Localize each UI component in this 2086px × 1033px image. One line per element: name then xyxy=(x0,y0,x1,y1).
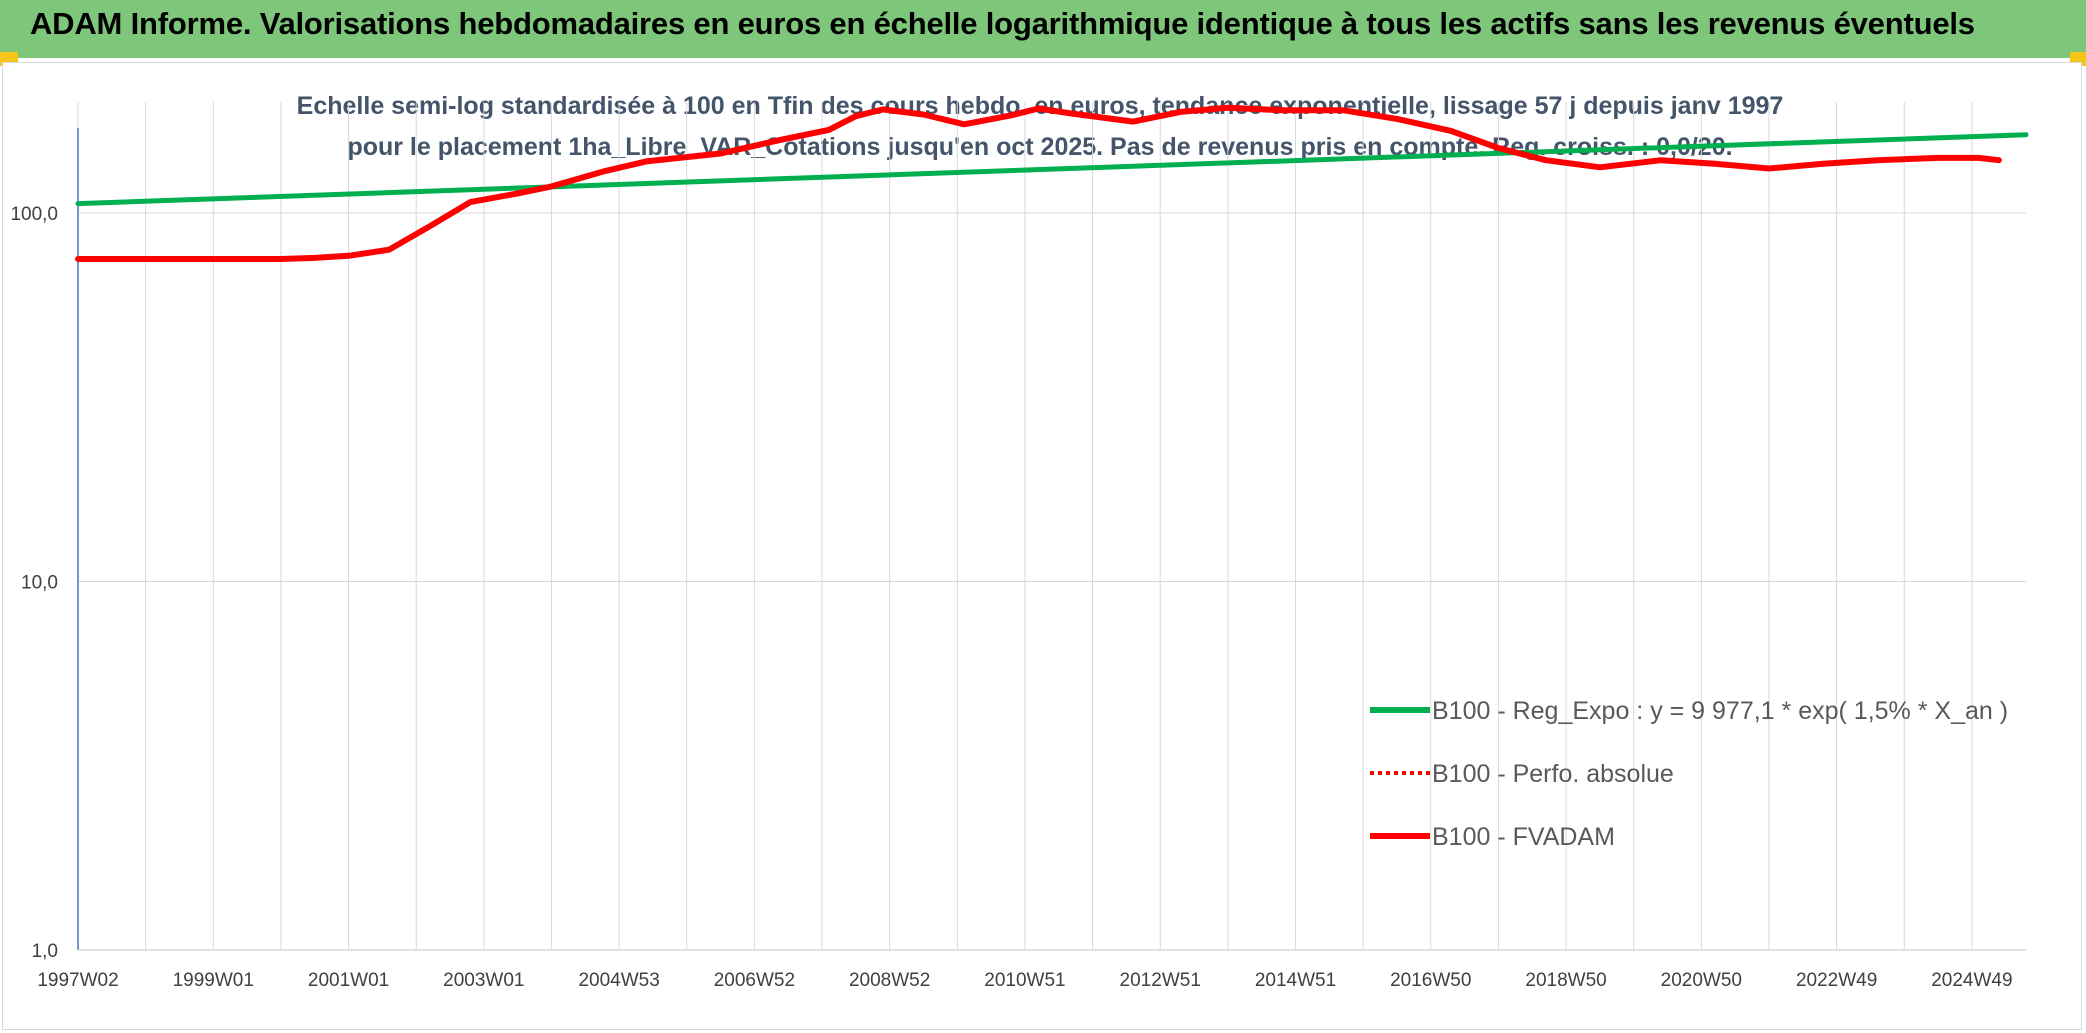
x-tick-label: 1999W01 xyxy=(173,970,254,991)
x-tick-label: 2012W51 xyxy=(1120,970,1201,991)
legend: B100 - Reg_Expo : y = 9 977,1 * exp( 1,5… xyxy=(1370,697,2008,851)
legend-label: B100 - Reg_Expo : y = 9 977,1 * exp( 1,5… xyxy=(1432,697,2008,725)
page-title: ADAM Informe. Valorisations hebdomadaire… xyxy=(30,6,1975,41)
grid xyxy=(77,102,2026,951)
series-line-fvadam xyxy=(75,104,2002,262)
x-tick-label: 2014W51 xyxy=(1255,970,1336,991)
x-tick-label: 2001W01 xyxy=(308,970,389,991)
axes: 1,0 10,0 100,0 1997W02 1999W01 2001W01 2003W01… xyxy=(10,128,2026,991)
series xyxy=(75,104,2029,262)
y-tick-label: 10,0 xyxy=(21,572,58,593)
x-tick-label: 2016W50 xyxy=(1390,970,1471,991)
legend-label: B100 - FVADAM xyxy=(1432,823,1615,851)
x-tick-label: 2003W01 xyxy=(443,970,524,991)
x-tick-label: 2010W51 xyxy=(984,970,1065,991)
x-tick-label: 2018W50 xyxy=(1525,970,1606,991)
x-tick-label: 2006W52 xyxy=(714,970,795,991)
x-tick-label: 2022W49 xyxy=(1796,970,1877,991)
x-tick-label: 2020W50 xyxy=(1661,970,1742,991)
y-tick-label: 100,0 xyxy=(10,204,58,225)
x-tick-label: 2024W49 xyxy=(1931,970,2012,991)
y-tick-label: 1,0 xyxy=(32,941,58,962)
legend-label: B100 - Perfo. absolue xyxy=(1432,760,1674,788)
x-tick-label: 2004W53 xyxy=(578,970,659,991)
chart-title: Echelle semi-log standardisée à 100 en T… xyxy=(296,92,1784,161)
x-tick-label: 2008W52 xyxy=(849,970,930,991)
x-tick-label: 1997W02 xyxy=(37,970,118,991)
series-line-reg-expo xyxy=(75,132,2029,207)
header-bar: ADAM Informe. Valorisations hebdomadaire… xyxy=(0,0,2086,58)
